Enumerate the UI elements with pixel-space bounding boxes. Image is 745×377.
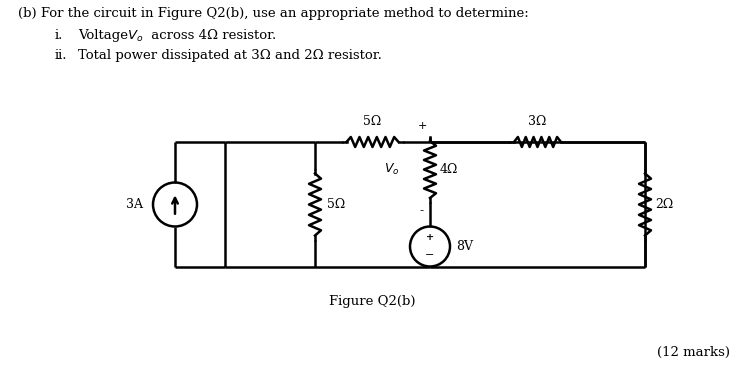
Text: i.: i.: [55, 29, 63, 42]
Text: 5Ω: 5Ω: [364, 115, 381, 128]
Text: +: +: [426, 233, 434, 242]
Text: 8V: 8V: [456, 240, 473, 253]
Text: Figure Q2(b): Figure Q2(b): [329, 295, 415, 308]
Text: 3Ω: 3Ω: [528, 115, 547, 128]
Text: (b) For the circuit in Figure Q2(b), use an appropriate method to determine:: (b) For the circuit in Figure Q2(b), use…: [18, 7, 529, 20]
Text: 4Ω: 4Ω: [440, 163, 458, 176]
Text: (12 marks): (12 marks): [657, 346, 730, 359]
Text: Total power dissipated at 3Ω and 2Ω resistor.: Total power dissipated at 3Ω and 2Ω resi…: [78, 49, 382, 62]
Text: across 4Ω resistor.: across 4Ω resistor.: [147, 29, 276, 42]
Text: 2Ω: 2Ω: [655, 198, 673, 211]
Text: $V_o$: $V_o$: [127, 29, 143, 44]
Text: Voltage: Voltage: [78, 29, 133, 42]
Text: −: −: [425, 250, 434, 261]
Text: +: +: [417, 121, 427, 131]
Text: ii.: ii.: [55, 49, 68, 62]
Text: -: -: [420, 204, 424, 217]
Text: $V_o$: $V_o$: [384, 162, 400, 177]
Text: 5Ω: 5Ω: [327, 198, 345, 211]
Text: 3A: 3A: [126, 198, 143, 211]
